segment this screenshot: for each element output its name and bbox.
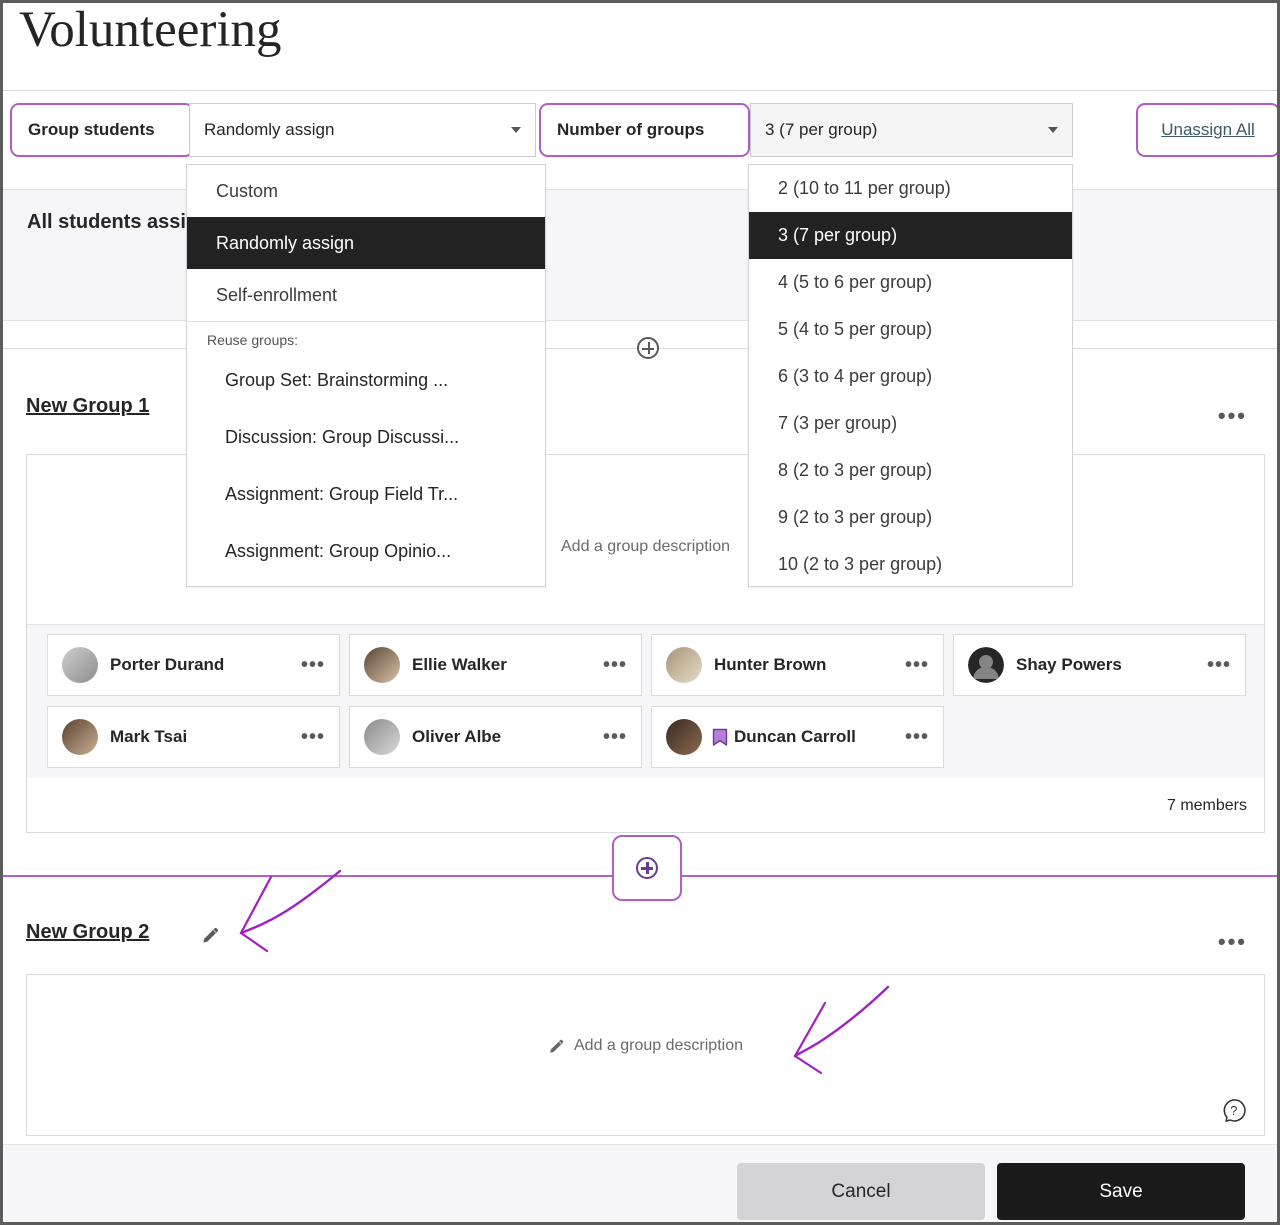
- svg-text:?: ?: [1230, 1103, 1237, 1118]
